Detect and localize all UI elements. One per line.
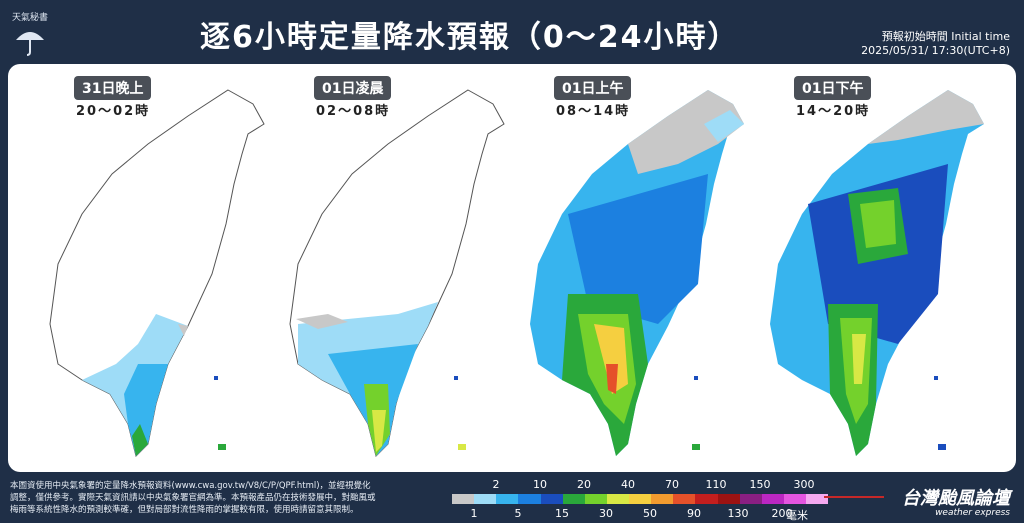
legend-unit: 毫米 [786, 509, 808, 522]
brand-subtitle: weather express [935, 508, 1010, 518]
legend-top-label: 40 [621, 478, 635, 491]
legend-bottom-label: 130 [727, 507, 749, 520]
logo-text: 天氣秘書 [11, 13, 48, 23]
initial-time-value: 2025/05/31/ 17:30(UTC+8) [861, 44, 1010, 57]
period-badge-2: 01日凌晨 [314, 76, 392, 100]
map-panel: 31日晚上 20～02時 01日凌晨 02～08時 [8, 64, 1016, 472]
legend-bottom-label: 200 [771, 507, 793, 520]
legend-swatch [761, 494, 784, 504]
period-badge-1: 31日晚上 [74, 76, 152, 100]
time-range-3: 08～14時 [556, 104, 631, 119]
time-range-4: 14～20時 [796, 104, 871, 119]
taiwan-map-1 [49, 89, 265, 457]
brand-logo: 台灣颱風論壇 weather express [902, 484, 1010, 518]
map-3: 01日上午 08～14時 [508, 64, 748, 472]
initial-time-label: 預報初始時間 Initial time [881, 30, 1010, 43]
legend-color-bar [452, 494, 829, 504]
legend-swatch [739, 494, 762, 504]
legend-top-label: 2 [492, 478, 500, 491]
legend-top-label: 150 [749, 478, 771, 491]
header: 天氣秘書 逐6小時定量降水預報（0～24小時） 預報初始時間 Initial t… [0, 0, 1024, 62]
legend-swatch [717, 494, 740, 504]
legend-swatch [651, 494, 674, 504]
legend-swatch [518, 494, 541, 504]
taiwan-map-2 [289, 89, 505, 457]
legend-swatch [783, 494, 806, 504]
legend-swatch [673, 494, 696, 504]
legend-top-label: 70 [665, 478, 679, 491]
legend-swatch [540, 494, 563, 504]
note-line-3: 梅雨等系統性降水的預測較準確，但對局部對流性降雨的掌握較有限，使用時請留意其限制… [10, 505, 359, 515]
initial-time: 預報初始時間 Initial time 2025/05/31/ 17:30(UT… [861, 30, 1010, 58]
time-range-1: 20～02時 [76, 104, 151, 119]
legend-swatch [806, 494, 829, 504]
legend-top-label: 10 [533, 478, 547, 491]
legend-swatch [695, 494, 718, 504]
taiwan-map-4 [770, 90, 984, 456]
period-badge-3: 01日上午 [554, 76, 632, 100]
time-range-2: 02～08時 [316, 104, 391, 119]
note-line-2: 調整，僅供參考。實際天氣資訊請以中央氣象署官網為準。本預報產品仍在技術發展中，對… [10, 493, 376, 503]
disclaimer-note: 本圖資使用中央氣象署的定量降水預報資料(www.cwa.gov.tw/V8/C/… [10, 480, 450, 516]
legend-swatch [584, 494, 607, 504]
brand-line [824, 496, 884, 498]
legend-bottom-label: 50 [643, 507, 657, 520]
footer: 本圖資使用中央氣象署的定量降水預報資料(www.cwa.gov.tw/V8/C/… [0, 474, 1024, 522]
umbrella-icon [16, 32, 44, 56]
legend-bottom-label: 90 [687, 507, 701, 520]
legend-swatch [629, 494, 652, 504]
page-title: 逐6小時定量降水預報（0～24小時） [200, 20, 740, 55]
map-4: 01日下午 14～20時 [748, 64, 988, 472]
legend-swatch [496, 494, 519, 504]
legend-swatch [474, 494, 497, 504]
legend-bottom-label: 30 [599, 507, 613, 520]
note-line-1: 本圖資使用中央氣象署的定量降水預報資料(www.cwa.gov.tw/V8/C/… [10, 481, 371, 491]
map-2: 01日凌晨 02～08時 [268, 64, 508, 472]
legend-top-label: 110 [705, 478, 727, 491]
taiwan-map-3 [530, 90, 744, 456]
brand-name: 台灣颱風論壇 [902, 488, 1010, 509]
legend-top-label: 20 [577, 478, 591, 491]
legend-swatch [452, 494, 475, 504]
legend-swatch [606, 494, 629, 504]
period-badge-4: 01日下午 [794, 76, 872, 100]
legend-swatch [562, 494, 585, 504]
legend-top-label: 300 [793, 478, 815, 491]
legend-bottom-label: 5 [514, 507, 522, 520]
map-1: 31日晚上 20～02時 [28, 64, 268, 472]
logo: 天氣秘書 [10, 10, 50, 56]
precipitation-legend: 2 10 20 40 70 110 150 300 1 5 15 30 50 9… [452, 474, 832, 521]
legend-bottom-label: 1 [470, 507, 478, 520]
legend-bottom-label: 15 [555, 507, 569, 520]
